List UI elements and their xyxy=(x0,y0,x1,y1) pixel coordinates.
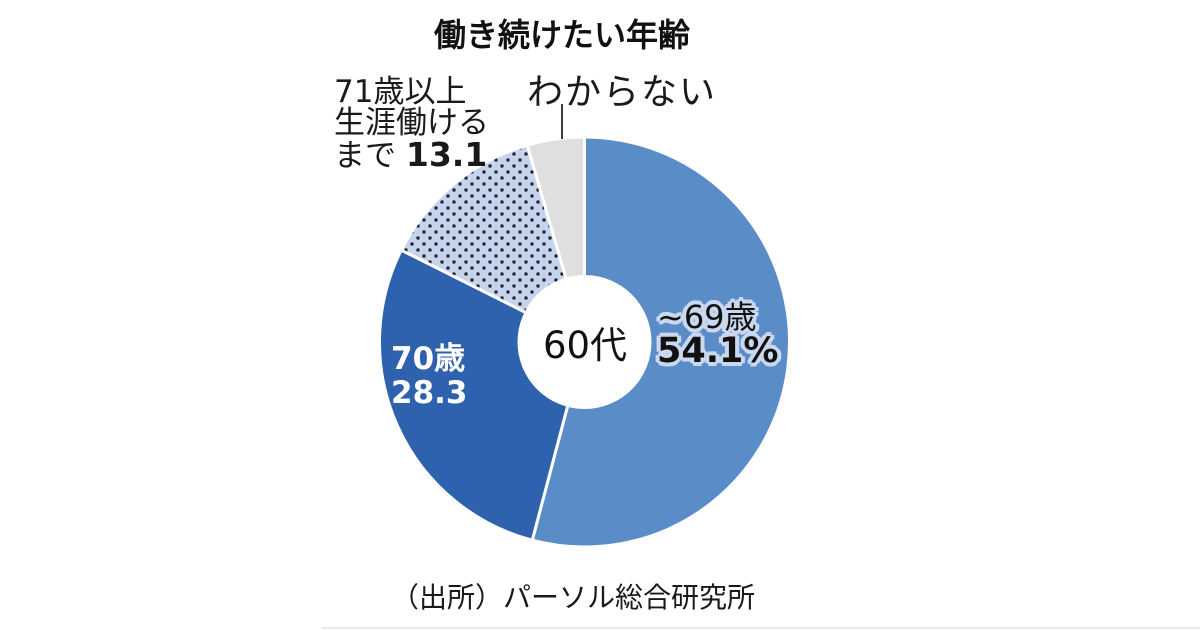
label-71-value: 13.1 xyxy=(405,135,488,174)
bottom-hairline xyxy=(322,627,1200,629)
label-71-line2: 生涯働ける xyxy=(334,105,489,141)
donut-hole xyxy=(517,275,652,409)
pie-slice-under-69 xyxy=(530,135,791,549)
label-under-69-value: 54.1% xyxy=(657,331,779,371)
chart-title: 働き続けたい年齢 xyxy=(433,16,691,54)
label-70-value: 28.3 xyxy=(391,375,468,411)
donut-center-label: 60代 xyxy=(542,324,628,367)
label-71-and-over: 71歳以上 生涯働ける まで 13.1 xyxy=(334,77,489,172)
label-unknown: わからない xyxy=(527,72,718,113)
label-under-69: ~69歳 54.1% xyxy=(657,298,779,371)
label-71-line3: まで 13.1 xyxy=(334,135,488,174)
label-71-line1: 71歳以上 xyxy=(334,74,467,110)
label-70-name: 70歳 xyxy=(391,341,466,377)
pie-slice-71-plus-lifetime xyxy=(399,143,586,344)
source-credit: （出所）パーソル総合研究所 xyxy=(390,581,756,614)
leader-line-unknown xyxy=(561,104,563,139)
label-70: 70歳 28.3 xyxy=(391,342,468,410)
label-under-69-name: ~69歳 xyxy=(657,298,757,336)
